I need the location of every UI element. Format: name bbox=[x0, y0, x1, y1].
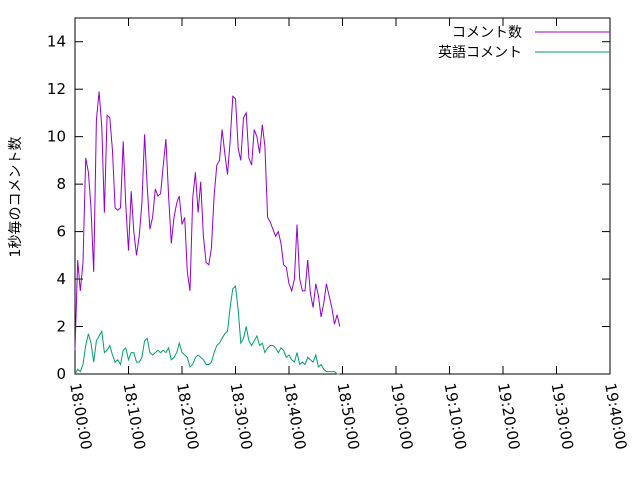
x-tick-label: 18:50:00 bbox=[334, 382, 363, 451]
y-tick-label: 14 bbox=[47, 33, 66, 51]
x-tick-label: 18:00:00 bbox=[66, 382, 95, 451]
y-axis-label: 1秒毎のコメント数 bbox=[8, 137, 24, 258]
plot-frame bbox=[74, 17, 611, 375]
y-tick-label: 6 bbox=[56, 223, 66, 241]
y-tick-label: 10 bbox=[47, 128, 66, 146]
x-tick-label: 19:40:00 bbox=[601, 382, 630, 451]
x-tick-label: 18:10:00 bbox=[120, 382, 149, 451]
x-tick-label: 18:40:00 bbox=[280, 382, 309, 451]
x-tick-label: 19:10:00 bbox=[441, 382, 470, 451]
x-tick-label: 19:30:00 bbox=[548, 382, 577, 451]
x-axis-ticks: 18:00:00 18:10:00 18:20:00 18:30:00 18:40:00… bbox=[66, 18, 630, 451]
y-axis-ticks: 0 2 4 6 8 10 12 14 bbox=[47, 33, 610, 383]
y-tick-label: 8 bbox=[56, 175, 66, 193]
series-line-0 bbox=[74, 91, 341, 351]
y-tick-label: 0 bbox=[56, 365, 66, 383]
x-tick-label: 18:20:00 bbox=[173, 382, 202, 451]
legend-label: 英語コメント bbox=[438, 44, 522, 61]
y-tick-label: 4 bbox=[56, 270, 66, 288]
x-tick-label: 19:20:00 bbox=[494, 382, 523, 451]
x-tick-label: 19:00:00 bbox=[387, 382, 416, 451]
y-tick-label: 12 bbox=[47, 80, 66, 98]
series-layer bbox=[74, 91, 341, 375]
legend-label: コメント数 bbox=[452, 25, 522, 41]
series-line-1 bbox=[74, 285, 340, 375]
y-tick-label: 2 bbox=[56, 318, 66, 336]
x-tick-label: 18:30:00 bbox=[227, 382, 256, 451]
